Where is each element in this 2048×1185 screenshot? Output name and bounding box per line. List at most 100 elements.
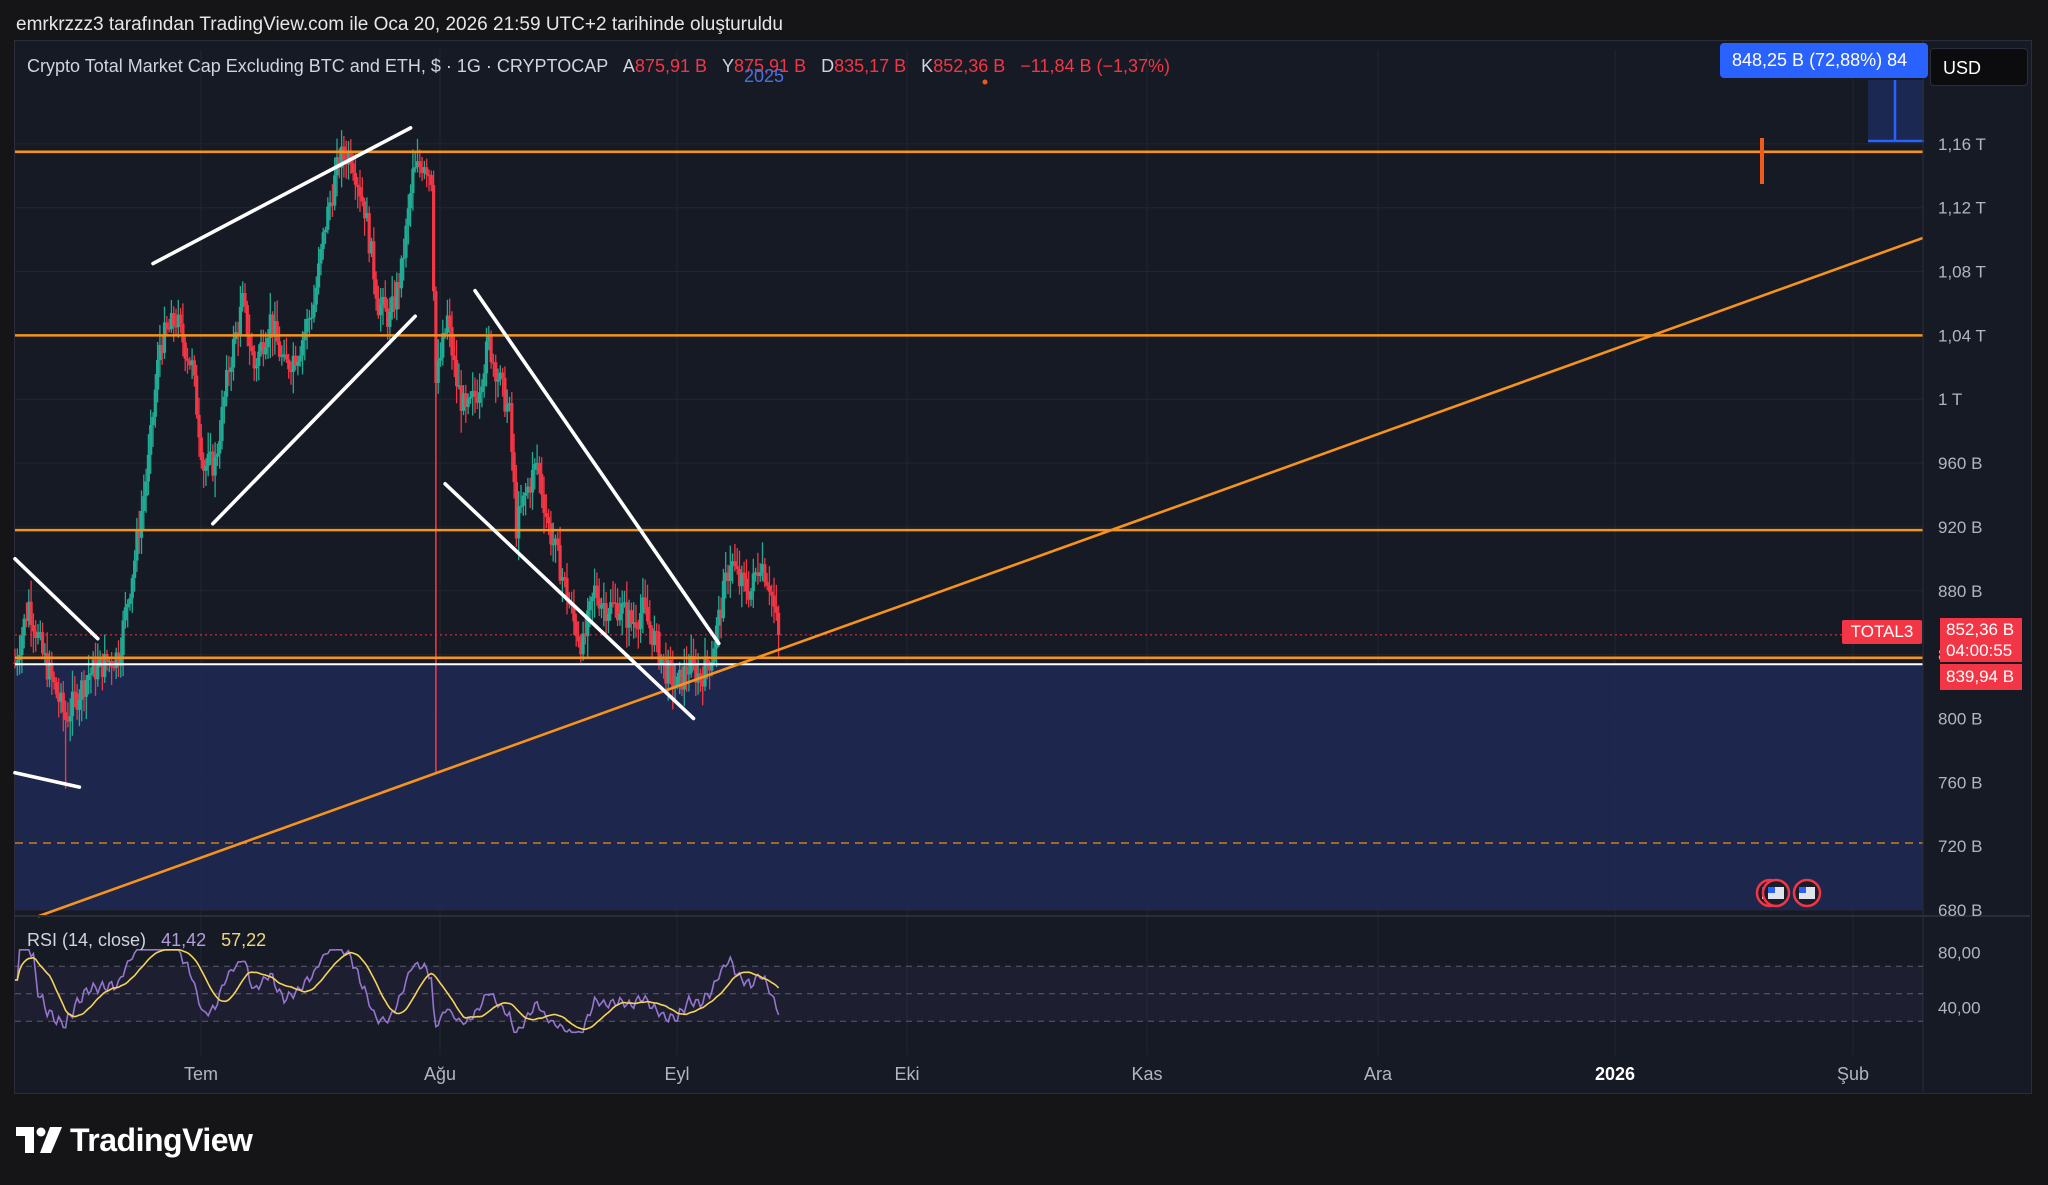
high-value: 875,91 B	[734, 56, 807, 76]
candle-body	[710, 661, 714, 671]
candle-body	[770, 591, 774, 596]
candle	[648, 600, 652, 645]
rsi-label[interactable]: RSI (14, close)	[27, 930, 147, 950]
candle-body	[250, 346, 254, 352]
event-flag-icon	[1761, 878, 1791, 908]
candle	[27, 589, 31, 628]
candle-body	[93, 659, 98, 680]
candle	[165, 316, 169, 336]
candle	[501, 367, 505, 397]
y-tick-label: 720 B	[1938, 837, 1982, 856]
candle-body	[556, 538, 560, 546]
candle-body	[181, 323, 185, 343]
candle-body	[574, 621, 578, 637]
candle-body	[77, 699, 81, 710]
measure-badge[interactable]: 848,25 B (72,88%) 84	[1720, 43, 1928, 78]
candle	[321, 227, 325, 260]
candle-body	[604, 603, 608, 621]
candle-body	[323, 229, 328, 233]
y-tick-label: 1,16 T	[1938, 135, 1986, 154]
candle	[80, 672, 84, 722]
candle-body	[236, 332, 240, 336]
symbol-legend[interactable]: Crypto Total Market Cap Excluding BTC an…	[27, 56, 1170, 77]
candle	[300, 331, 305, 375]
candle-body	[188, 360, 192, 366]
candle-body	[664, 658, 668, 684]
candle	[505, 389, 509, 424]
candle	[595, 572, 599, 606]
event-flag-icon	[1792, 878, 1822, 908]
chart-frame[interactable]	[14, 40, 2032, 1094]
candle-body	[397, 282, 401, 289]
currency-button[interactable]: USD	[1930, 48, 2028, 86]
candle-body	[549, 523, 553, 545]
candle-body	[629, 610, 633, 624]
candle	[273, 301, 277, 355]
candle	[448, 298, 452, 347]
candle	[294, 345, 298, 371]
candle	[459, 369, 463, 433]
candle-body	[197, 414, 201, 438]
candle	[721, 568, 725, 622]
candle-body	[376, 298, 380, 316]
candle-body	[473, 390, 477, 397]
candle	[445, 299, 449, 340]
candle-body	[372, 241, 376, 280]
candle	[323, 226, 328, 245]
candle-body	[526, 486, 530, 493]
symbol-name[interactable]: Crypto Total Market Cap Excluding BTC an…	[27, 56, 608, 76]
candle	[468, 391, 472, 404]
candle	[760, 542, 765, 582]
candle	[24, 602, 29, 628]
candle-body	[146, 454, 150, 482]
candle	[737, 550, 742, 595]
candle-body	[560, 576, 564, 581]
candle-body	[227, 370, 231, 373]
rsi-axis-label: 80,00	[1938, 944, 1981, 963]
candle	[183, 336, 187, 372]
price-chart[interactable]: 1,16 T 1,12 T 1,08 T 1,04 T 1 T 960 B 920 B 880…	[0, 0, 2048, 1100]
candle-body	[70, 691, 75, 717]
x-tick-label: Eki	[894, 1064, 919, 1084]
candle-body	[737, 568, 742, 587]
candle-body	[126, 603, 130, 608]
candle-body	[144, 481, 148, 497]
candle-body	[349, 150, 353, 164]
candle	[342, 136, 346, 178]
candle	[514, 464, 518, 547]
candle-body	[524, 492, 528, 496]
candle-body	[756, 572, 760, 577]
candle-body	[712, 648, 716, 662]
candle-body	[271, 314, 275, 337]
candle-body	[277, 341, 282, 357]
y-tick-label: 920 B	[1938, 518, 1982, 537]
low-label: D	[821, 56, 835, 76]
candle	[236, 321, 240, 356]
event-flag-canton	[1799, 887, 1806, 893]
candle	[356, 176, 360, 209]
candle	[151, 412, 155, 447]
candle-body	[213, 456, 217, 476]
candle-body	[422, 167, 426, 174]
candle-body	[259, 342, 263, 352]
candle-body	[468, 396, 472, 399]
candle	[386, 298, 390, 340]
rsi-legend[interactable]: RSI (14, close) 41,42 57,22	[27, 930, 266, 951]
candle-body	[340, 146, 344, 168]
candle-body	[542, 494, 546, 513]
candle-body	[73, 691, 77, 694]
candle-body	[57, 694, 61, 702]
candle	[319, 243, 323, 276]
candle-body	[346, 150, 351, 165]
y-tick-label: 680 B	[1938, 901, 1982, 920]
candle-body	[691, 655, 696, 664]
candle-body	[742, 572, 746, 579]
candle-body	[229, 367, 233, 373]
candle	[641, 577, 645, 634]
candle-body	[744, 578, 748, 592]
candle	[222, 391, 226, 424]
candle	[43, 643, 47, 664]
candle-body	[491, 362, 495, 364]
candle	[158, 324, 162, 378]
candle-body	[333, 175, 337, 206]
